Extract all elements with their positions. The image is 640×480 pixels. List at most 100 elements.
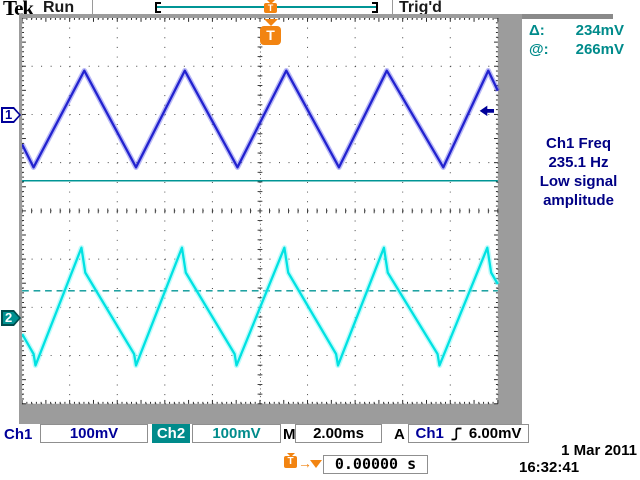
edge-tick: [207, 401, 209, 404]
center-tick: [257, 75, 263, 77]
edge-tick: [359, 401, 361, 404]
edge-tick: [188, 18, 190, 22]
edge-tick: [22, 384, 25, 385]
edge-tick: [221, 401, 223, 404]
center-tick: [335, 208, 337, 214]
edge-tick: [197, 18, 199, 20]
edge-tick: [335, 401, 337, 404]
ch2-marker-label: 2: [5, 310, 13, 325]
edge-tick: [22, 60, 25, 62]
edge-tick: [495, 123, 498, 125]
edge-tick: [26, 401, 28, 404]
center-tick: [249, 208, 251, 214]
center-tick: [257, 171, 263, 173]
edge-tick: [426, 399, 427, 404]
edge-tick: [364, 18, 366, 20]
measurement-line: 235.1 Hz: [548, 154, 609, 171]
edge-tick: [69, 18, 71, 22]
measurement-line: amplitude: [543, 192, 614, 209]
cursor-at-label: @:: [529, 41, 549, 58]
edge-tick: [254, 401, 256, 404]
edge-tick: [495, 388, 498, 390]
edge-tick: [278, 401, 280, 404]
edge-tick: [178, 18, 180, 20]
edge-tick: [140, 18, 142, 22]
edge-tick: [349, 401, 351, 404]
center-tick: [257, 268, 263, 270]
edge-tick: [354, 18, 356, 22]
edge-tick: [169, 401, 171, 404]
edge-tick: [468, 18, 470, 20]
edge-tick: [495, 46, 498, 48]
cursor-at-value: 266mV: [575, 41, 624, 58]
edge-tick: [240, 18, 242, 20]
edge-tick: [88, 18, 90, 20]
edge-tick: [494, 138, 498, 140]
edge-tick: [492, 18, 494, 20]
edge-tick: [35, 401, 37, 404]
edge-tick: [269, 401, 270, 404]
edge-tick: [368, 401, 370, 404]
ch2-scale-box: 100mV: [192, 424, 281, 443]
edge-tick: [207, 18, 209, 20]
ch1-marker-fill: [3, 109, 19, 121]
trigger-position-bar-icon: T: [264, 0, 278, 14]
edge-tick: [22, 109, 25, 111]
edge-tick: [494, 113, 498, 115]
edge-tick: [264, 401, 266, 404]
edge-tick: [494, 306, 498, 308]
edge-tick: [22, 128, 25, 130]
edge-tick: [445, 401, 446, 404]
edge-tick: [373, 401, 375, 404]
edge-tick: [22, 46, 25, 48]
edge-tick: [487, 401, 489, 404]
edge-tick: [495, 374, 498, 376]
ch1-scale-box: 100mV: [40, 424, 148, 443]
center-tick: [440, 208, 442, 214]
center-tick: [50, 208, 52, 214]
edge-tick: [22, 31, 25, 33]
edge-tick: [454, 18, 456, 20]
edge-tick: [178, 401, 180, 404]
center-tick: [257, 133, 263, 135]
trigger-flag-t-icon: T: [260, 26, 281, 45]
time-readout: 16:32:41: [519, 459, 580, 476]
edge-tick: [22, 85, 25, 86]
edge-tick: [495, 398, 498, 400]
edge-tick: [495, 176, 498, 178]
center-tick: [411, 208, 413, 214]
center-tick: [257, 393, 263, 395]
edge-tick: [454, 401, 456, 404]
edge-tick: [495, 27, 498, 29]
center-tick: [145, 208, 147, 214]
edge-tick: [283, 18, 285, 22]
edge-tick: [226, 18, 228, 20]
edge-tick: [150, 18, 152, 20]
edge-tick: [22, 350, 25, 352]
edge-tick: [495, 191, 498, 193]
edge-tick: [22, 263, 25, 265]
trigger-level: 6.00mV: [468, 425, 522, 442]
edge-tick: [494, 330, 498, 332]
edge-tick: [22, 171, 25, 173]
center-tick: [230, 208, 232, 214]
edge-tick: [145, 401, 147, 404]
edge-tick: [292, 18, 294, 20]
edge-tick: [487, 18, 489, 20]
ch2-ground-marker: 2: [1, 310, 21, 326]
edge-tick: [495, 133, 498, 135]
edge-tick: [22, 399, 23, 404]
center-tick: [421, 208, 423, 214]
edge-tick: [495, 340, 498, 342]
edge-tick: [202, 18, 204, 20]
edge-tick: [495, 268, 498, 270]
edge-tick: [22, 18, 23, 22]
edge-tick: [102, 18, 104, 20]
center-tick: [257, 287, 263, 289]
delay-t-icon: T: [284, 456, 297, 468]
edge-tick: [22, 36, 25, 38]
edge-tick: [22, 326, 25, 328]
edge-tick: [164, 399, 166, 404]
edge-tick: [345, 401, 347, 404]
